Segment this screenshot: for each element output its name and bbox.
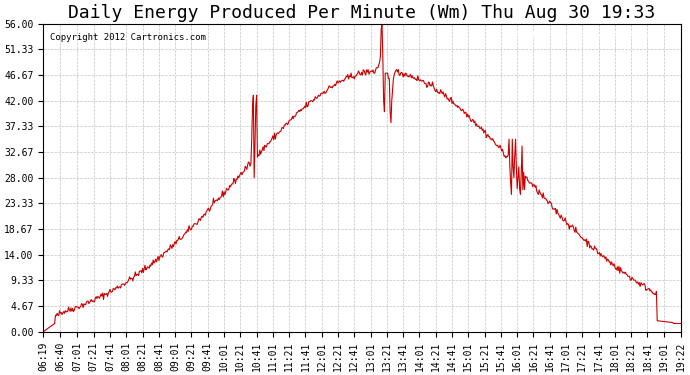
Text: Copyright 2012 Cartronics.com: Copyright 2012 Cartronics.com [50,33,206,42]
Title: Daily Energy Produced Per Minute (Wm) Thu Aug 30 19:33: Daily Energy Produced Per Minute (Wm) Th… [68,4,656,22]
